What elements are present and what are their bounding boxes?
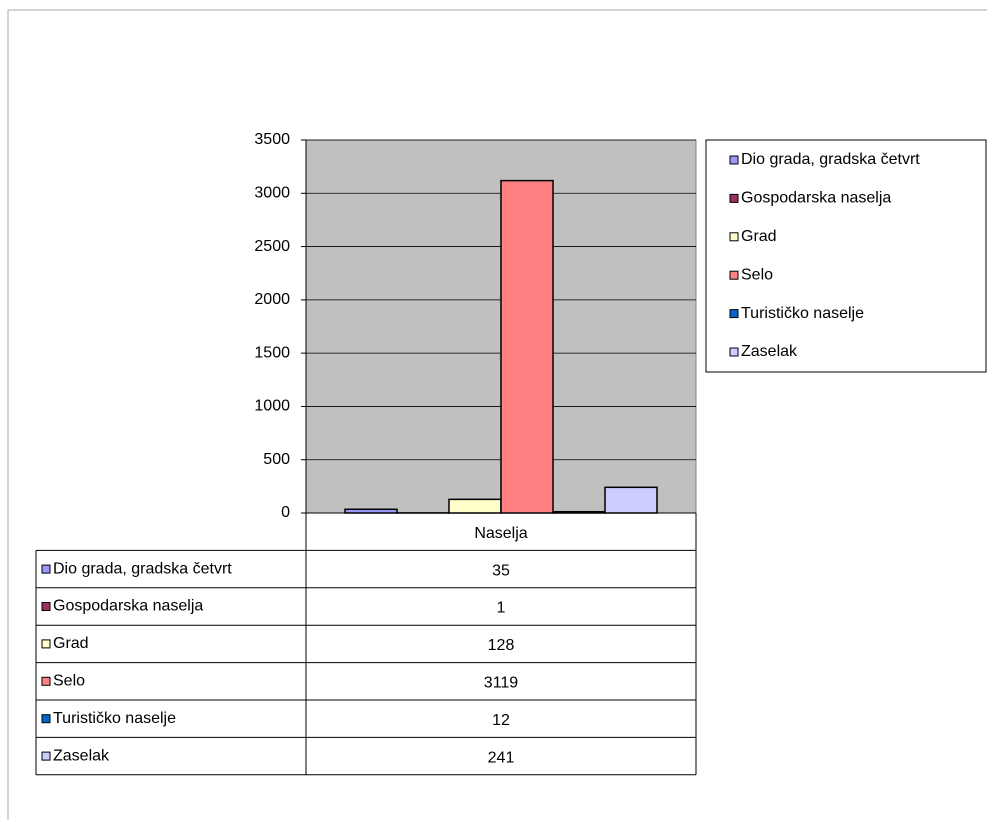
table-series-name: Grad [53, 635, 89, 652]
y-tick-label: 0 [281, 504, 290, 521]
table-value: 241 [488, 749, 515, 766]
table-key [41, 676, 51, 686]
y-tick-label: 500 [263, 451, 290, 468]
legend-key [729, 270, 739, 280]
y-tick-label: 2500 [254, 238, 290, 255]
table-value: 12 [492, 712, 510, 729]
table-series-name: Turističko naselje [53, 710, 176, 727]
table-series-name: Selo [53, 673, 85, 690]
table-value: 35 [492, 562, 510, 579]
table-key [41, 564, 51, 574]
table-key [41, 639, 51, 649]
legend-box [705, 139, 987, 373]
table-key [41, 714, 51, 724]
table-value: 128 [488, 637, 515, 654]
table-value: 1 [497, 600, 506, 617]
table-series-name: Dio grada, gradska četvrt [53, 560, 232, 577]
table-value: 3119 [484, 675, 519, 692]
legend-key [729, 347, 739, 357]
legend-label: Gospodarska naselja [741, 190, 891, 207]
legend-key [729, 193, 739, 203]
y-tick-label: 1000 [254, 398, 290, 415]
y-tick-label: 3500 [254, 131, 290, 148]
table-series-name: Gospodarska naselja [53, 598, 203, 615]
legend-key [729, 309, 739, 319]
legend-label: Zaselak [741, 343, 798, 360]
legend-label: Dio grada, gradska četvrt [741, 151, 920, 168]
bar [604, 486, 658, 514]
legend-label: Turističko naselje [741, 305, 864, 322]
y-tick-label: 2000 [254, 291, 290, 308]
table-key [41, 602, 51, 611]
table-key [41, 751, 51, 761]
legend-key [729, 155, 739, 165]
y-tick-label: 1500 [254, 344, 290, 361]
bar [448, 498, 502, 514]
y-tick-label: 3000 [254, 185, 290, 202]
bar [344, 508, 398, 514]
category-label: Naselja [474, 525, 527, 542]
table-series-name: Zaselak [53, 747, 110, 764]
legend-label: Grad [741, 228, 777, 245]
bar [500, 179, 554, 514]
legend-key [729, 232, 739, 242]
legend-label: Selo [741, 266, 773, 283]
